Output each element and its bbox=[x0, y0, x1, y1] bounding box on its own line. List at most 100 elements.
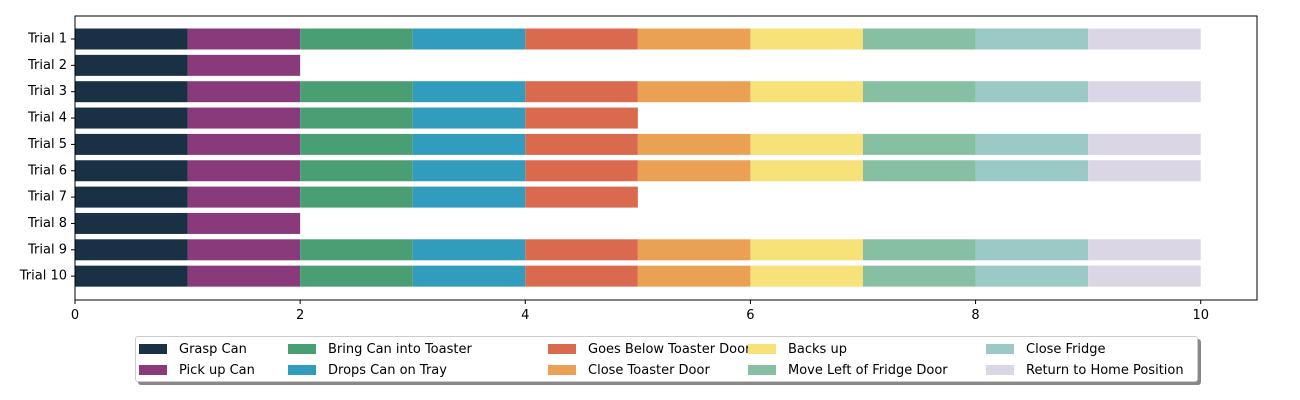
bar-segment bbox=[187, 54, 301, 76]
y-tick-label: Trial 5 bbox=[27, 137, 67, 152]
legend-item: Return to Home Position bbox=[986, 360, 1184, 380]
bar-segment bbox=[75, 212, 188, 234]
bar-segment bbox=[863, 160, 976, 182]
legend-item: Grasp Can bbox=[139, 339, 247, 359]
bar-segment bbox=[300, 81, 413, 103]
bar-segment bbox=[412, 239, 526, 261]
y-tick-label: Trial 7 bbox=[27, 190, 67, 205]
bar-segment bbox=[412, 107, 526, 129]
y-tick-label: Trial 10 bbox=[19, 269, 67, 284]
bar-segment bbox=[750, 81, 863, 103]
bar-segment bbox=[750, 28, 863, 50]
legend-swatch bbox=[748, 365, 776, 375]
bar-segment bbox=[525, 81, 638, 103]
legend-label: Drops Can on Tray bbox=[328, 362, 447, 378]
bar-segment bbox=[637, 133, 751, 155]
legend-label: Goes Below Toaster Door bbox=[588, 341, 751, 357]
bar-segment bbox=[75, 107, 188, 129]
x-tick-label: 0 bbox=[71, 308, 79, 323]
bar-segment bbox=[975, 28, 1089, 50]
legend-swatch bbox=[288, 344, 316, 354]
bar-segment bbox=[1088, 239, 1201, 261]
x-tick-label: 4 bbox=[521, 308, 529, 323]
legend-label: Close Toaster Door bbox=[588, 362, 710, 378]
x-tick-label: 10 bbox=[1192, 308, 1209, 323]
y-tick-label: Trial 1 bbox=[27, 32, 67, 47]
bar-segment bbox=[975, 239, 1089, 261]
bar-segment bbox=[637, 28, 751, 50]
bar-segment bbox=[525, 133, 638, 155]
bar-segment bbox=[1088, 28, 1201, 50]
x-tick-label: 8 bbox=[971, 308, 979, 323]
bar-segment bbox=[1088, 265, 1201, 287]
bar-segment bbox=[75, 133, 188, 155]
bar-segment bbox=[975, 81, 1089, 103]
bar-segment bbox=[1088, 81, 1201, 103]
legend-label: Bring Can into Toaster bbox=[328, 341, 472, 357]
bar-segment bbox=[187, 239, 301, 261]
y-tick-label: Trial 8 bbox=[27, 216, 67, 231]
y-axis: Trial 1 Trial 2 Trial 3 Trial 4 Trial 5 Trial… bbox=[19, 32, 75, 284]
bar-segment bbox=[75, 28, 188, 50]
legend-swatch bbox=[748, 344, 776, 354]
bar-segment bbox=[637, 265, 751, 287]
legend-item: Close Toaster Door bbox=[548, 360, 710, 380]
bar-segment bbox=[750, 133, 863, 155]
bar-segment bbox=[187, 28, 301, 50]
legend-item: Pick up Can bbox=[139, 360, 255, 380]
legend-item: Goes Below Toaster Door bbox=[548, 339, 750, 359]
legend-label: Pick up Can bbox=[179, 362, 255, 378]
bar-segment bbox=[187, 265, 301, 287]
bar-segment bbox=[300, 107, 413, 129]
bar-segment bbox=[750, 265, 863, 287]
bar-segment bbox=[75, 81, 188, 103]
bar-segment bbox=[750, 239, 863, 261]
bar-segment bbox=[187, 186, 301, 208]
bar-segment bbox=[187, 160, 301, 182]
bar-segment bbox=[412, 160, 526, 182]
bar-segment bbox=[863, 28, 976, 50]
bar-segment bbox=[300, 186, 413, 208]
legend-swatch bbox=[288, 365, 316, 375]
legend-label: Close Fridge bbox=[1026, 341, 1106, 357]
bar-segment bbox=[75, 239, 188, 261]
bar-segment bbox=[412, 186, 526, 208]
y-tick-label: Trial 3 bbox=[27, 84, 67, 99]
bar-segment bbox=[75, 186, 188, 208]
legend-swatch bbox=[139, 365, 167, 375]
bar-segment bbox=[187, 107, 301, 129]
legend-label: Grasp Can bbox=[179, 341, 247, 357]
y-tick-label: Trial 4 bbox=[27, 111, 67, 126]
legend-label: Backs up bbox=[788, 341, 847, 357]
bar-segment bbox=[525, 186, 638, 208]
bar-segment bbox=[863, 265, 976, 287]
legend-swatch bbox=[548, 365, 576, 375]
y-tick-label: Trial 9 bbox=[27, 242, 67, 257]
bar-segment bbox=[300, 265, 413, 287]
legend-item: Drops Can on Tray bbox=[288, 360, 447, 380]
bar-segment bbox=[412, 133, 526, 155]
legend-item: Move Left of Fridge Door bbox=[748, 360, 948, 380]
bar-segment bbox=[975, 133, 1089, 155]
bar-segment bbox=[300, 28, 413, 50]
bar-segment bbox=[75, 265, 188, 287]
bar-segment bbox=[863, 81, 976, 103]
legend-swatch bbox=[986, 365, 1014, 375]
bar-segment bbox=[525, 160, 638, 182]
x-axis: 0 2 4 6 8 10 bbox=[71, 300, 1209, 323]
bar-segment bbox=[863, 133, 976, 155]
x-tick-label: 2 bbox=[296, 308, 304, 323]
bar-segment bbox=[1088, 133, 1201, 155]
bar-segment bbox=[1088, 160, 1201, 182]
bar-segment bbox=[412, 81, 526, 103]
plot-frame bbox=[74, 15, 1258, 301]
bar-segment bbox=[863, 239, 976, 261]
bar-segment bbox=[637, 239, 751, 261]
bar-segment bbox=[187, 133, 301, 155]
bars-group bbox=[75, 28, 1201, 287]
bar-segment bbox=[75, 160, 188, 182]
bar-segment bbox=[525, 265, 638, 287]
bar-segment bbox=[300, 160, 413, 182]
bar-segment bbox=[975, 265, 1089, 287]
